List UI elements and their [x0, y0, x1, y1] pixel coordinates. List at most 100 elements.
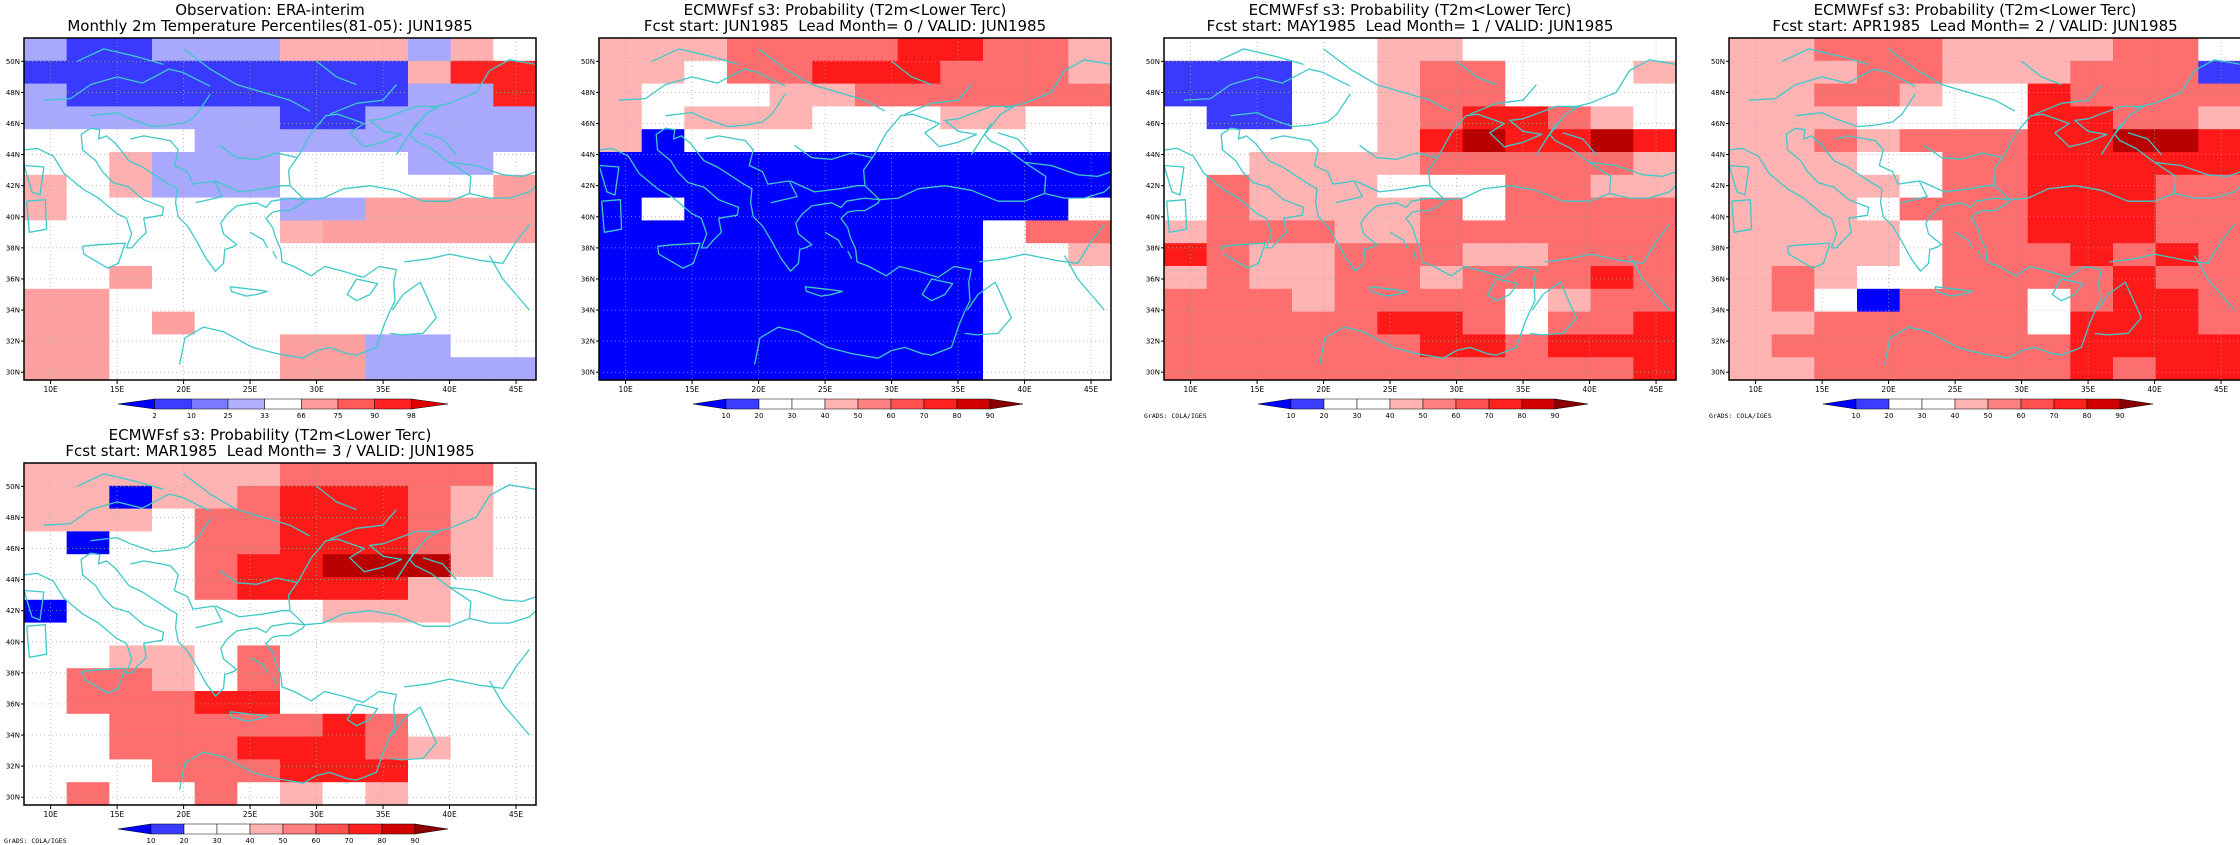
grid-cell: [770, 106, 813, 129]
grid-cell: [1548, 175, 1591, 198]
lat-tick-label: 32N: [1146, 338, 1160, 346]
grid-cell: [983, 357, 1026, 380]
grid-cell: [1900, 334, 1943, 357]
grid-cell: [1942, 129, 1985, 152]
colorbar-swatch: [1489, 399, 1522, 409]
colorbar-label: 50: [854, 412, 863, 420]
grid-cell: [323, 220, 366, 243]
grid-cell: [323, 486, 366, 509]
grid-cell: [195, 714, 238, 737]
colorbar-label: 80: [378, 837, 387, 845]
grid-cell: [2198, 129, 2240, 152]
grid-cell: [408, 486, 451, 509]
colorbar-label: 30: [1353, 412, 1362, 420]
grid-cell: [280, 220, 323, 243]
grid-cell: [323, 577, 366, 600]
grid-cell: [2070, 61, 2113, 84]
grid-cell: [280, 84, 323, 107]
grid-cell: [493, 759, 536, 782]
grid-cell: [152, 38, 195, 61]
grid-cell: [642, 243, 685, 266]
grid-cell: [599, 84, 642, 107]
grid-cell: [1505, 334, 1548, 357]
grid-cell: [493, 152, 536, 175]
grid-cell: [152, 84, 195, 107]
grid-cell: [1377, 106, 1420, 129]
grid-cell: [109, 737, 152, 760]
grid-cell: [365, 198, 408, 221]
grid-cell: [2113, 220, 2156, 243]
colorbar-swatch: [1357, 399, 1390, 409]
colorbar-label: 10: [1852, 412, 1861, 420]
grid-cell: [280, 198, 323, 221]
grid-cell: [940, 266, 983, 289]
grid-cell: [1207, 106, 1250, 129]
grid-cell: [109, 243, 152, 266]
grid-cell: [1463, 220, 1506, 243]
grid-cell: [67, 714, 110, 737]
grid-cell: [109, 531, 152, 554]
grid-cell: [1900, 38, 1943, 61]
grid-cell: [1591, 38, 1634, 61]
grid-cell: [1729, 334, 1772, 357]
colorbar-swatch: [411, 399, 448, 409]
colorbar-swatch: [338, 399, 375, 409]
grid-cell: [812, 38, 855, 61]
lat-tick-label: 34N: [6, 732, 20, 740]
colorbar-label: 90: [411, 837, 420, 845]
grid-cell: [1900, 289, 1943, 312]
grid-cell: [1164, 84, 1207, 107]
grid-cell: [237, 357, 280, 380]
grid-cell: [237, 577, 280, 600]
grid-cell: [109, 84, 152, 107]
grid-cell: [1772, 129, 1815, 152]
grid-cell: [493, 198, 536, 221]
colorbar-swatch: [858, 399, 891, 409]
grid-cell: [1335, 289, 1378, 312]
colorbar-label: 40: [1386, 412, 1395, 420]
grid-cell: [109, 175, 152, 198]
lat-tick-label: 30N: [1146, 369, 1160, 377]
shaded-cells: [24, 38, 537, 381]
grid-cell: [1026, 106, 1069, 129]
colorbar-label: 30: [213, 837, 222, 845]
map-panel-4: ECMWFsf s3: Probability (T2m<Lower Terc)…: [0, 425, 540, 845]
grid-cell: [1729, 312, 1772, 335]
grid-cell: [684, 84, 727, 107]
grid-cell: [770, 84, 813, 107]
grid-cell: [2070, 198, 2113, 221]
lat-tick-label: 38N: [6, 669, 20, 677]
grid-cell: [237, 289, 280, 312]
grid-cell: [1164, 61, 1207, 84]
grid-cell: [109, 668, 152, 691]
grid-cell: [408, 38, 451, 61]
grid-cell: [24, 691, 67, 714]
map-panel-2: ECMWFsf s3: Probability (T2m<Lower Terc)…: [1140, 0, 1680, 420]
grid-cell: [727, 38, 770, 61]
lon-tick-label: 40E: [442, 810, 457, 819]
grid-cell: [408, 152, 451, 175]
grid-cell: [408, 463, 451, 486]
grid-cell: [727, 312, 770, 335]
grid-cell: [24, 106, 67, 129]
lon-tick-label: 15E: [110, 385, 125, 394]
grid-cell: [1985, 38, 2028, 61]
grid-cell: [1164, 106, 1207, 129]
grid-cell: [898, 289, 941, 312]
grid-cell: [408, 175, 451, 198]
lat-tick-label: 32N: [581, 338, 595, 346]
grid-cell: [1591, 357, 1634, 380]
grid-cell: [898, 152, 941, 175]
colorbar-label: 10: [147, 837, 156, 845]
grid-cell: [2198, 266, 2240, 289]
lon-tick-label: 15E: [685, 385, 700, 394]
colorbar-swatch: [155, 399, 192, 409]
grid-cell: [323, 691, 366, 714]
grid-cell: [983, 61, 1026, 84]
lat-tick-label: 46N: [6, 545, 20, 553]
colorbar-swatch: [2021, 399, 2054, 409]
lon-tick-label: 40E: [442, 385, 457, 394]
grid-cell: [2028, 152, 2071, 175]
colorbar-swatch: [191, 399, 228, 409]
grid-cell: [1505, 266, 1548, 289]
